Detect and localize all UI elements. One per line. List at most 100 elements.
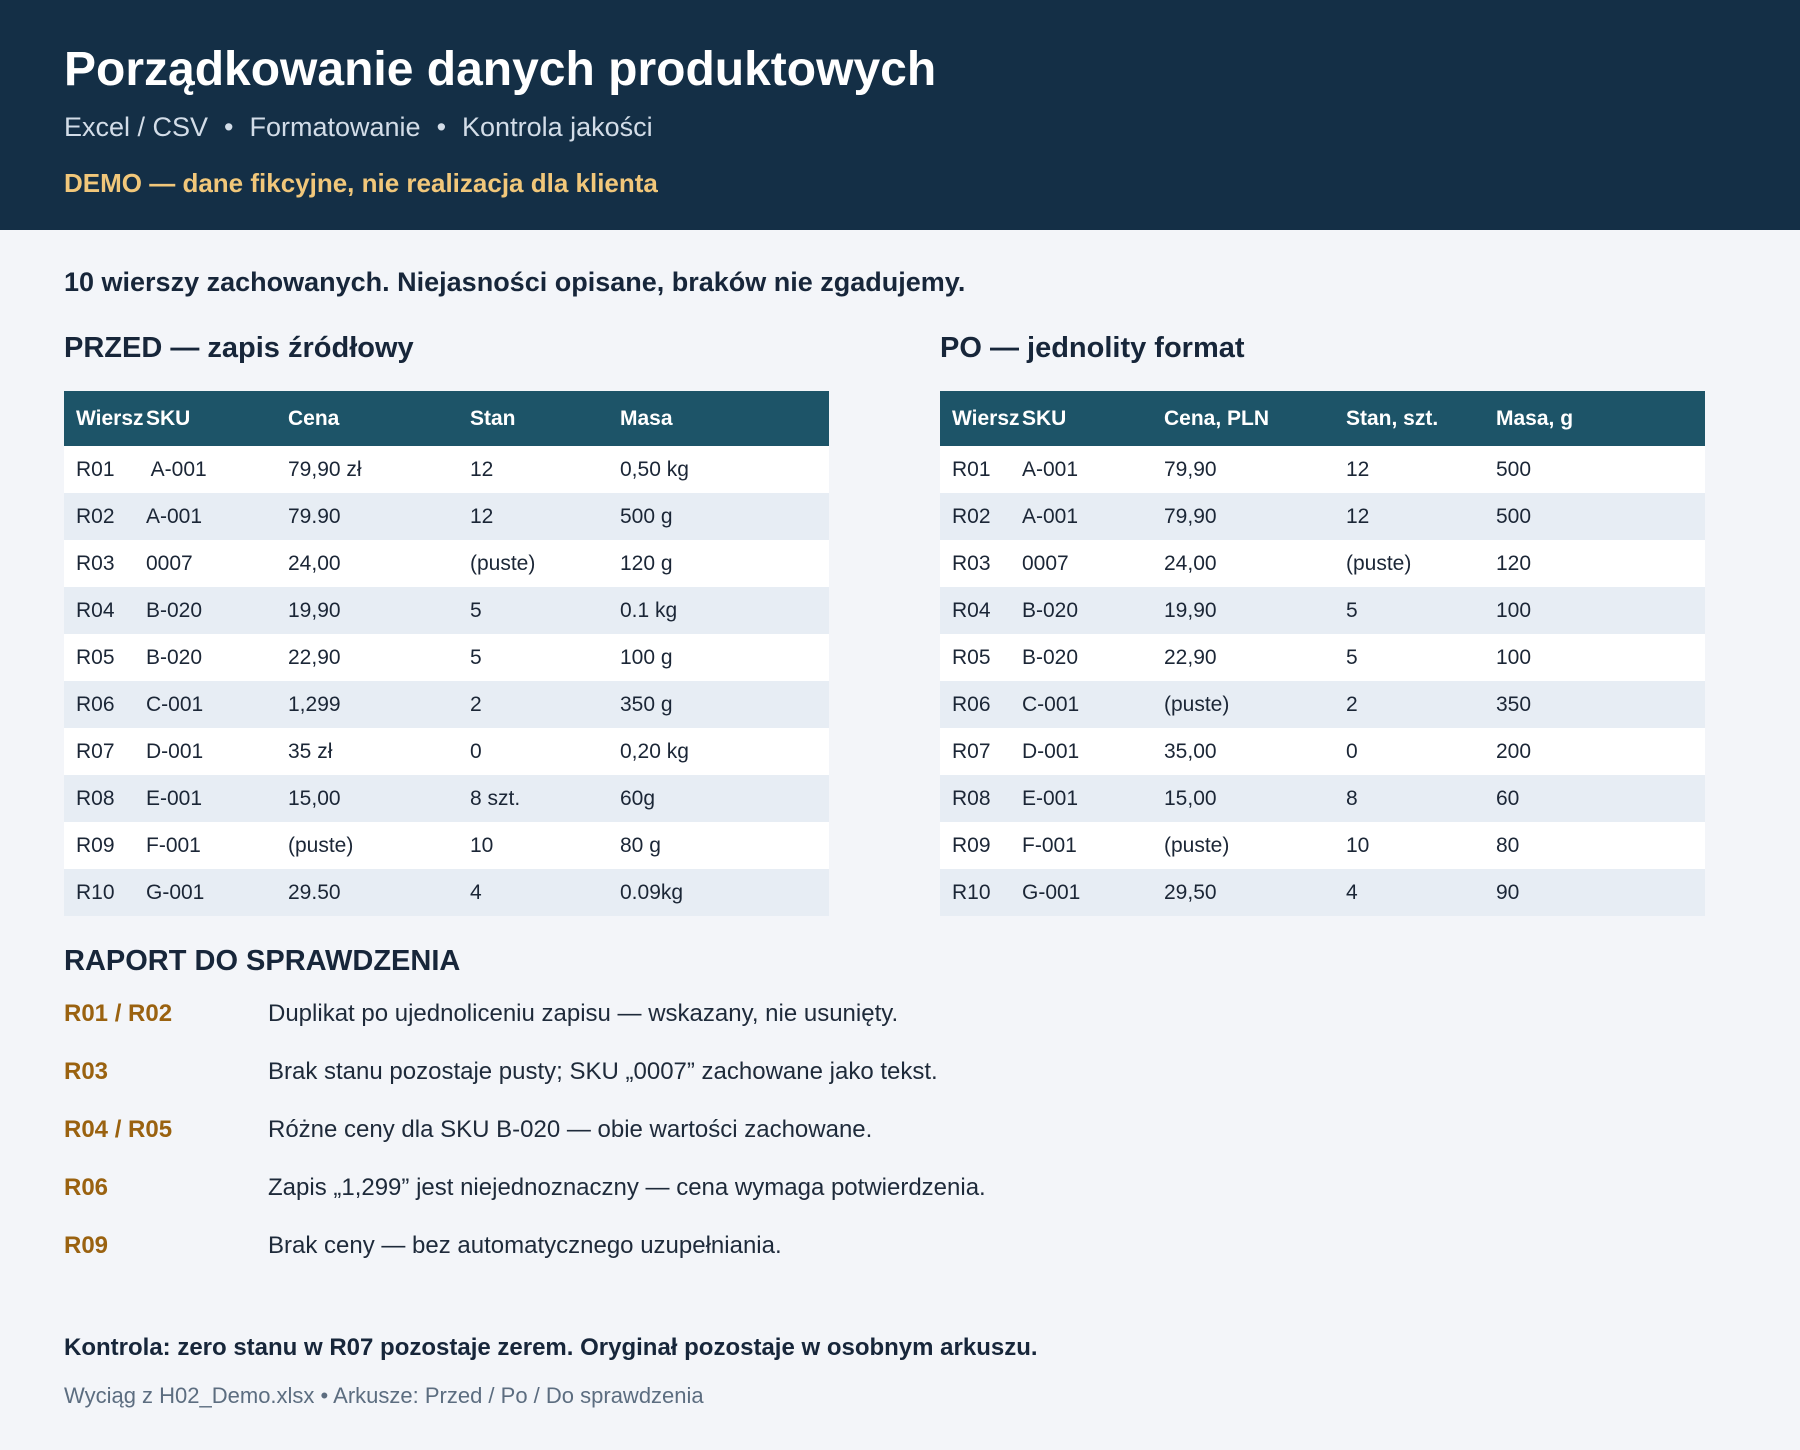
cell-row-id: R04	[64, 587, 146, 634]
page-subtitle: Excel / CSV • Formatowanie • Kontrola jakośc…	[64, 110, 653, 144]
cell-mass: 120	[1484, 540, 1705, 587]
report-item-text: Brak stanu pozostaje pusty; SKU „0007” z…	[268, 1058, 938, 1085]
before-column-header: Cena	[276, 391, 458, 446]
cell-price: 24,00	[1152, 540, 1334, 587]
report-item-key: R03	[64, 1058, 109, 1085]
cell-stock: 5	[1334, 634, 1484, 681]
cell-sku: D-001	[1022, 728, 1152, 775]
cell-mass: 80 g	[608, 822, 829, 869]
cell-sku: A-001	[146, 446, 276, 493]
before-table-header: Wiersz SKU Cena Stan Masa	[64, 391, 829, 446]
cell-price: 24,00	[276, 540, 458, 587]
cell-mass: 100 g	[608, 634, 829, 681]
cell-mass: 60	[1484, 775, 1705, 822]
report-item-text: Duplikat po ujednoliceniu zapisu — wskaz…	[268, 1000, 899, 1027]
cell-sku: B-020	[1022, 634, 1152, 681]
report-item: R01 / R02 Duplikat po ujednoliceniu zapi…	[64, 995, 1364, 1053]
cell-sku: D-001	[146, 728, 276, 775]
cell-price: (puste)	[276, 822, 458, 869]
cell-price: 35 zł	[276, 728, 458, 775]
cell-row-id: R01	[940, 446, 1022, 493]
cell-stock: 0	[1334, 728, 1484, 775]
report-list: R01 / R02 Duplikat po ujednoliceniu zapi…	[64, 995, 1364, 1285]
subtitle-item-quality: Kontrola jakości	[462, 112, 653, 142]
cell-mass: 500	[1484, 493, 1705, 540]
control-note: Kontrola: zero stanu w R07 pozostaje zer…	[64, 1334, 1038, 1361]
cell-row-id: R03	[940, 540, 1022, 587]
cell-price: 22,90	[1152, 634, 1334, 681]
table-row: R10 G-001 29,50 4 90	[940, 869, 1705, 916]
table-row: R02 A-001 79,90 12 500	[940, 493, 1705, 540]
cell-price: 15,00	[276, 775, 458, 822]
cell-mass: 0,20 kg	[608, 728, 829, 775]
cell-sku: 0007	[146, 540, 276, 587]
cell-stock: 10	[458, 822, 608, 869]
report-item: R06 Zapis „1,299” jest niejednoznaczny —…	[64, 1169, 1364, 1227]
cell-mass: 0,50 kg	[608, 446, 829, 493]
cell-price: 22,90	[276, 634, 458, 681]
table-row: R05 B-020 22,90 5 100	[940, 634, 1705, 681]
cell-price: 19,90	[1152, 587, 1334, 634]
cell-stock: 12	[458, 493, 608, 540]
before-table: Wiersz SKU Cena Stan Masa R01 A-001 79,90 zł 1…	[64, 391, 829, 916]
cell-stock: 0	[458, 728, 608, 775]
cell-stock: 5	[458, 587, 608, 634]
cell-sku: A-001	[146, 493, 276, 540]
cell-mass: 90	[1484, 869, 1705, 916]
cell-stock: 12	[1334, 493, 1484, 540]
before-column-header: Wiersz	[64, 391, 146, 446]
cell-sku: C-001	[1022, 681, 1152, 728]
report-item: R09 Brak ceny — bez automatycznego uzupe…	[64, 1227, 1364, 1285]
table-row: R10 G-001 29.50 4 0.09kg	[64, 869, 829, 916]
after-table-body: R01 A-001 79,90 12 500 R02 A-001 79,90 12 500 R03 0…	[940, 446, 1705, 916]
cell-row-id: R02	[64, 493, 146, 540]
page-header: Porządkowanie danych produktowych Excel …	[0, 0, 1800, 230]
cell-row-id: R08	[940, 775, 1022, 822]
cell-mass: 0.09kg	[608, 869, 829, 916]
cell-sku: F-001	[1022, 822, 1152, 869]
after-section-title: PO — jednolity format	[940, 332, 1245, 364]
cell-sku: B-020	[146, 634, 276, 681]
cell-sku: A-001	[1022, 493, 1152, 540]
table-row: R03 0007 24,00 (puste) 120 g	[64, 540, 829, 587]
table-row: R08 E-001 15,00 8 szt. 60g	[64, 775, 829, 822]
report-item-key: R06	[64, 1174, 109, 1201]
cell-row-id: R03	[64, 540, 146, 587]
after-column-header: Wiersz	[940, 391, 1022, 446]
lead-summary: 10 wierszy zachowanych. Niejasności opis…	[64, 267, 966, 297]
subtitle-item-formatting: Formatowanie	[249, 112, 421, 142]
cell-stock: 5	[1334, 587, 1484, 634]
cell-sku: G-001	[146, 869, 276, 916]
cell-mass: 80	[1484, 822, 1705, 869]
subtitle-separator: •	[224, 112, 234, 142]
table-row: R05 B-020 22,90 5 100 g	[64, 634, 829, 681]
cell-stock: 5	[458, 634, 608, 681]
cell-stock: 2	[458, 681, 608, 728]
cell-stock: 8	[1334, 775, 1484, 822]
cell-stock: 4	[458, 869, 608, 916]
cell-row-id: R09	[940, 822, 1022, 869]
before-section-title: PRZED — zapis źródłowy	[64, 332, 414, 364]
table-row: R08 E-001 15,00 8 60	[940, 775, 1705, 822]
cell-stock: 4	[1334, 869, 1484, 916]
report-item-key: R04 / R05	[64, 1116, 173, 1143]
subtitle-separator: •	[436, 112, 447, 142]
cell-row-id: R06	[940, 681, 1022, 728]
report-item: R03 Brak stanu pozostaje pusty; SKU „000…	[64, 1053, 1364, 1111]
report-item: R04 / R05 Różne ceny dla SKU B-020 — obi…	[64, 1111, 1364, 1169]
cell-row-id: R08	[64, 775, 146, 822]
report-item-text: Różne ceny dla SKU B-020 — obie wartości…	[268, 1116, 873, 1143]
before-table-body: R01 A-001 79,90 zł 12 0,50 kg R02 A-001 79.90 1…	[64, 446, 829, 916]
cell-price: 79,90 zł	[276, 446, 458, 493]
cell-stock: 12	[458, 446, 608, 493]
cell-mass: 120 g	[608, 540, 829, 587]
subtitle-item-excel: Excel / CSV	[64, 112, 209, 142]
before-column-header: Stan	[458, 391, 608, 446]
source-footer: Wyciąg z H02_Demo.xlsx • Arkusze: Przed …	[64, 1383, 704, 1408]
cell-sku: 0007	[1022, 540, 1152, 587]
before-column-header: Masa	[608, 391, 829, 446]
cell-price: 79,90	[1152, 493, 1334, 540]
cell-row-id: R01	[64, 446, 146, 493]
cell-price: 35,00	[1152, 728, 1334, 775]
table-row: R01 A-001 79,90 zł 12 0,50 kg	[64, 446, 829, 493]
